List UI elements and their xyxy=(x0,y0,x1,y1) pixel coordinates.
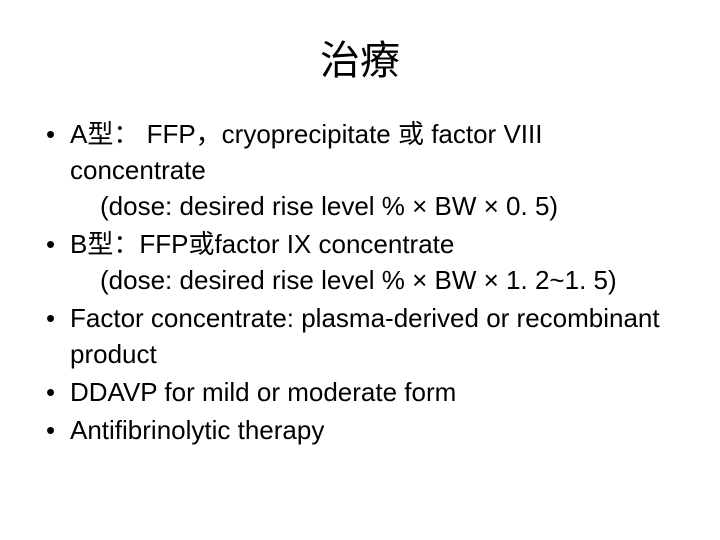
list-item: A型： FFP，cryoprecipitate 或 factor VIII co… xyxy=(40,116,680,224)
bullet-subtext: (dose: desired rise level % × BW × 1. 2~… xyxy=(70,262,680,298)
slide-content: A型： FFP，cryoprecipitate 或 factor VIII co… xyxy=(0,116,720,448)
bullet-text: DDAVP for mild or moderate form xyxy=(70,377,456,407)
slide: 治療 A型： FFP，cryoprecipitate 或 factor VIII… xyxy=(0,0,720,540)
list-item: DDAVP for mild or moderate form xyxy=(40,374,680,410)
list-item: Factor concentrate: plasma-derived or re… xyxy=(40,300,680,372)
bullet-text: B型：FFP或factor IX concentrate xyxy=(70,229,454,259)
bullet-text: Factor concentrate: plasma-derived or re… xyxy=(70,303,660,369)
bullet-text: Antifibrinolytic therapy xyxy=(70,415,324,445)
list-item: B型：FFP或factor IX concentrate (dose: desi… xyxy=(40,226,680,298)
bullet-subtext: (dose: desired rise level % × BW × 0. 5) xyxy=(70,188,680,224)
bullet-list: A型： FFP，cryoprecipitate 或 factor VIII co… xyxy=(40,116,680,448)
slide-title: 治療 xyxy=(0,0,720,116)
bullet-text: A型： FFP，cryoprecipitate 或 factor VIII co… xyxy=(70,119,542,185)
list-item: Antifibrinolytic therapy xyxy=(40,412,680,448)
